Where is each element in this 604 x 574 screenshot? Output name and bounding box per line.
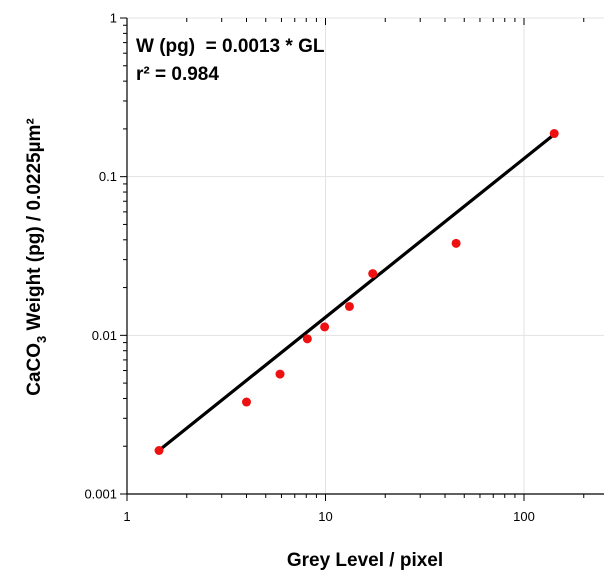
annotation-equation: W (pg) = 0.0013 * GL (136, 36, 325, 57)
data-point-4 (320, 322, 330, 332)
y-axis-title: CaCO3 Weight (pg) / 0.0225µm² (24, 118, 49, 396)
data-point-0 (154, 446, 164, 456)
x-tick-label-1: 10 (318, 509, 332, 524)
axis-ticks: 0.001 0.01 0.1 1 1 10 100 (84, 11, 585, 524)
y-tick-label-1: 0.01 (92, 328, 117, 343)
grid-lines (127, 17, 604, 494)
data-point-7 (451, 238, 461, 248)
x-axis-title: Grey Level / pixel (287, 550, 443, 571)
data-point-6 (368, 269, 378, 279)
x-tick-label-2: 100 (513, 509, 535, 524)
fit-line (157, 132, 556, 452)
data-point-5 (344, 301, 354, 311)
data-point-8 (549, 129, 559, 139)
data-point-3 (302, 334, 312, 344)
y-tick-label-2: 0.1 (99, 169, 117, 184)
data-points (154, 129, 559, 456)
x-tick-label-0: 1 (123, 509, 130, 524)
y-tick-label-3: 1 (110, 11, 117, 26)
axes (126, 18, 604, 495)
y-tick-label-0: 0.001 (84, 487, 117, 502)
data-point-1 (242, 397, 252, 407)
fit-line-group (157, 132, 556, 452)
annotation-r-squared: r² = 0.984 (136, 64, 219, 85)
y-axis-title-prefix: CaCO (24, 343, 45, 396)
y-axis-title-suffix: Weight (pg) / 0.0225µm² (24, 118, 45, 336)
y-axis-title-subscript: 3 (34, 336, 49, 343)
data-point-2 (275, 369, 285, 379)
